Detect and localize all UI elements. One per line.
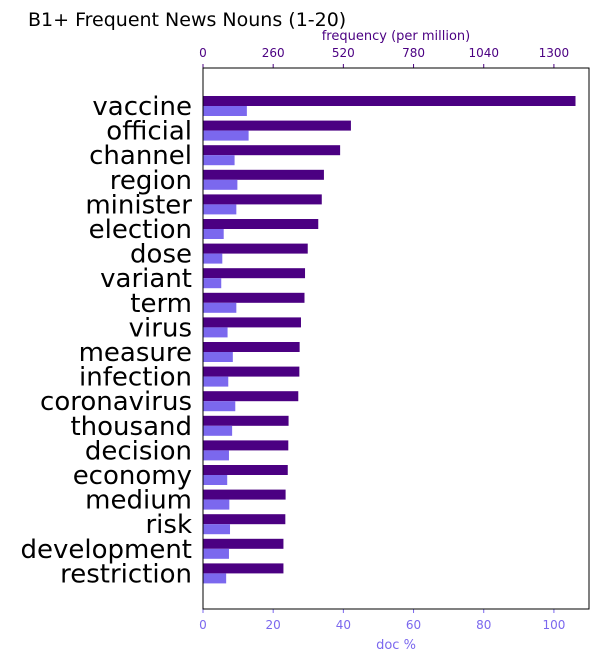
bar-doc-percent-minister [203, 204, 237, 215]
bar-frequency-term [203, 292, 305, 303]
bar-frequency-virus [203, 317, 301, 328]
bar-frequency-restriction [203, 563, 284, 574]
category-label-measure: measure [79, 338, 192, 368]
bottom-axis-label: doc % [376, 638, 416, 653]
category-label-coronavirus: coronavirus [40, 387, 192, 417]
bar-frequency-minister [203, 194, 322, 205]
bar-doc-percent-economy [203, 475, 228, 485]
bar-frequency-decision [203, 440, 289, 451]
bottom-tick-label: 100 [542, 618, 565, 632]
bar-frequency-economy [203, 465, 288, 475]
bar-frequency-official [203, 120, 351, 131]
bar-frequency-region [203, 169, 324, 180]
bar-doc-percent-measure [203, 352, 233, 362]
category-label-region: region [110, 166, 192, 196]
top-tick-label: 1300 [539, 46, 570, 60]
category-label-restriction: restriction [60, 559, 192, 589]
top-axis: 0 260 520 780 1040 1300 [199, 46, 569, 68]
bar-doc-percent-virus [203, 327, 228, 338]
category-label-thousand: thousand [70, 412, 192, 442]
top-tick-label: 260 [262, 46, 285, 60]
bar-doc-percent-thousand [203, 425, 233, 436]
category-label-economy: economy [73, 461, 192, 491]
bar-frequency-medium [203, 489, 286, 500]
bar-doc-percent-term [203, 302, 237, 313]
category-label-development: development [20, 535, 192, 565]
bottom-tick-label: 60 [406, 618, 421, 632]
bar-doc-percent-decision [203, 450, 229, 461]
bar-frequency-measure [203, 342, 300, 352]
bar-doc-percent-dose [203, 253, 223, 264]
bottom-tick-label: 0 [199, 618, 207, 632]
bottom-tick-label: 80 [476, 618, 491, 632]
bottom-axis: 0 20 40 60 80 100 [199, 609, 565, 632]
top-axis-label: frequency (per million) [322, 29, 471, 44]
category-label-channel: channel [89, 141, 192, 171]
category-label-vaccine: vaccine [92, 92, 192, 122]
bar-doc-percent-infection [203, 376, 229, 387]
category-label-official: official [106, 117, 192, 147]
plot-frame [202, 67, 590, 610]
bar-doc-percent-region [203, 179, 238, 190]
category-label-variant: variant [100, 264, 192, 294]
bars-layer [203, 96, 576, 584]
bar-doc-percent-restriction [203, 573, 227, 584]
bar-frequency-channel [203, 145, 341, 156]
bar-doc-percent-medium [203, 499, 230, 510]
bar-frequency-development [203, 538, 284, 549]
category-label-term: term [130, 289, 192, 319]
bar-frequency-infection [203, 366, 300, 377]
bar-doc-percent-development [203, 548, 229, 559]
bar-doc-percent-risk [203, 524, 231, 535]
bar-frequency-election [203, 219, 319, 229]
bar-frequency-vaccine [203, 96, 576, 106]
bar-doc-percent-vaccine [203, 106, 247, 116]
category-label-medium: medium [85, 486, 192, 516]
bar-doc-percent-official [203, 130, 249, 141]
top-tick-label: 520 [332, 46, 355, 60]
category-label-virus: virus [129, 313, 192, 343]
bottom-tick-label: 20 [266, 618, 281, 632]
bottom-tick-label: 40 [336, 618, 351, 632]
bar-doc-percent-variant [203, 278, 222, 289]
top-tick-label: 780 [402, 46, 425, 60]
category-labels: vaccineofficialchannelregionministerelec… [20, 92, 192, 589]
bar-doc-percent-coronavirus [203, 401, 236, 412]
bar-frequency-risk [203, 514, 286, 525]
category-label-risk: risk [145, 510, 192, 540]
category-label-decision: decision [85, 436, 192, 466]
bar-doc-percent-election [203, 229, 224, 239]
bar-frequency-dose [203, 243, 308, 254]
chart-title: B1+ Frequent News Nouns (1-20) [28, 9, 346, 31]
bar-frequency-thousand [203, 415, 289, 426]
bar-frequency-coronavirus [203, 391, 299, 402]
top-tick-label: 1040 [468, 46, 499, 60]
category-label-election: election [89, 215, 192, 245]
category-label-infection: infection [79, 363, 192, 393]
bar-frequency-variant [203, 268, 306, 279]
bar-doc-percent-channel [203, 155, 235, 166]
category-label-minister: minister [85, 190, 192, 220]
top-tick-label: 0 [199, 46, 207, 60]
category-label-dose: dose [130, 240, 192, 270]
